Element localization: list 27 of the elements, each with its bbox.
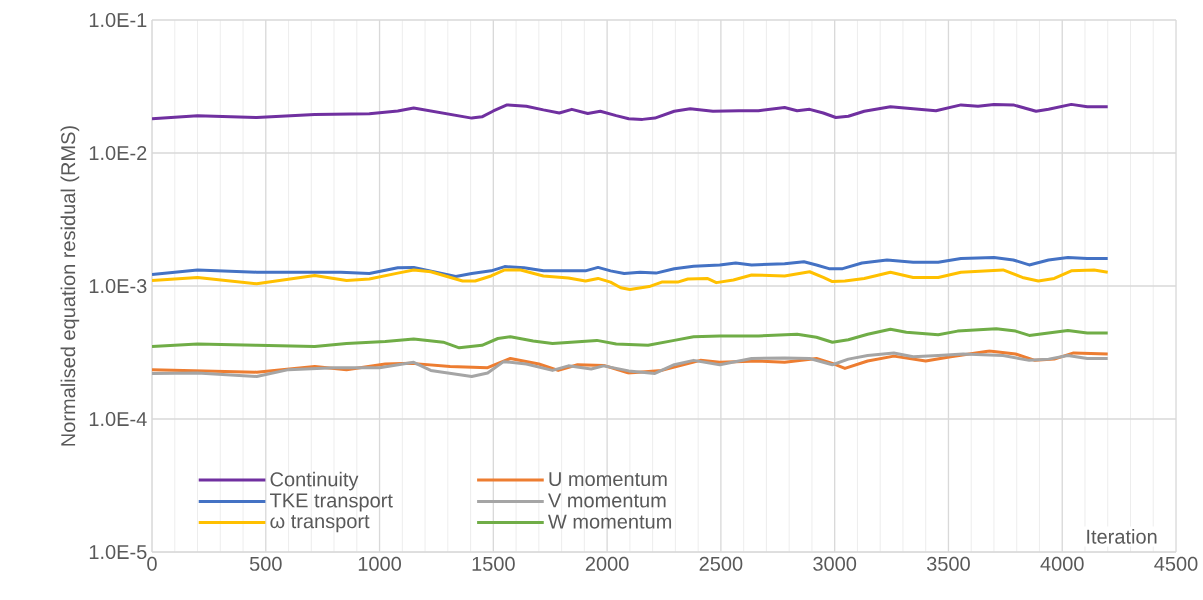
x-tick-label: 1500 bbox=[472, 556, 515, 571]
y-axis-title: Normalised equation residual (RMS) bbox=[60, 126, 80, 446]
y-tick-label: 1.0E-3 bbox=[89, 278, 147, 294]
x-tick-label: 3000 bbox=[813, 556, 857, 571]
y-tick-label: 1.0E-1 bbox=[89, 12, 147, 28]
y-tick-label: 1.0E-2 bbox=[89, 145, 147, 161]
x-axis-title: Iteration bbox=[1087, 529, 1157, 544]
x-tick-label: 2000 bbox=[585, 556, 629, 571]
line-series bbox=[152, 327, 1110, 350]
x-tick-label: 500 bbox=[249, 556, 282, 571]
x-tick-label: 3500 bbox=[926, 556, 970, 571]
line-series bbox=[152, 102, 1110, 121]
x-tick-label: 1000 bbox=[358, 556, 401, 571]
x-tick-label: 2500 bbox=[699, 556, 743, 571]
line-series bbox=[152, 268, 1110, 292]
line-series bbox=[152, 255, 1110, 278]
x-tick-label: 4500 bbox=[1154, 556, 1198, 571]
legend-label: W momentum bbox=[548, 514, 672, 529]
x-tick-label: 4000 bbox=[1040, 556, 1084, 571]
legend-label: U momentum bbox=[549, 472, 667, 487]
legend-label: ω transport bbox=[270, 515, 370, 533]
legend-label: Continuity bbox=[270, 471, 359, 491]
x-tick-label: 0 bbox=[147, 556, 157, 571]
legend-label: TKE transport bbox=[269, 493, 393, 512]
legend-label: V momentum bbox=[548, 493, 666, 508]
y-tick-label: 1.0E-5 bbox=[89, 544, 147, 560]
y-tick-label: 1.0E-4 bbox=[89, 411, 147, 427]
